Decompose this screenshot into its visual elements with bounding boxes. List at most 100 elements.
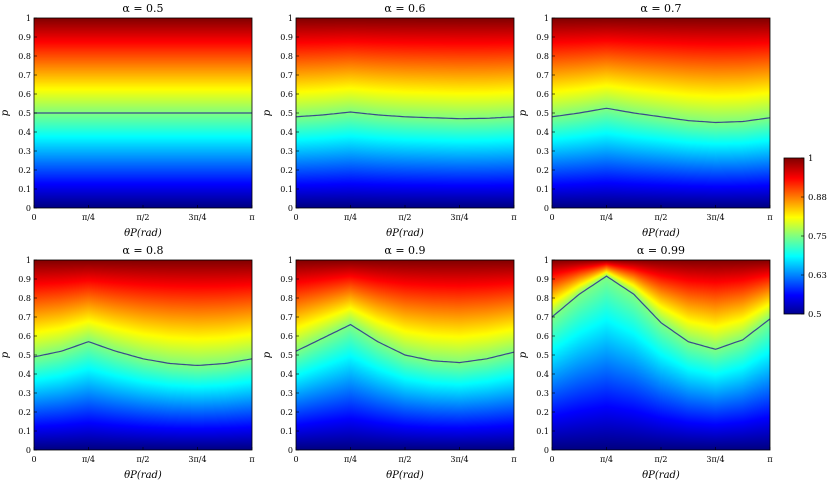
panel-title: α = 0.7 <box>640 2 681 15</box>
y-tick-label: 0.8 <box>18 294 31 303</box>
y-tick-label: 0.9 <box>18 33 31 42</box>
x-tick-label: π/4 <box>600 213 613 222</box>
y-tick-label: 0.2 <box>18 166 31 175</box>
y-tick-label: 0.6 <box>18 90 31 99</box>
y-tick-label: 0.9 <box>280 275 293 284</box>
x-tick-label: π/4 <box>82 213 95 222</box>
y-tick-label: 0.3 <box>18 147 31 156</box>
y-axis-label: p <box>518 351 529 358</box>
y-tick-label: 0.2 <box>280 408 293 417</box>
y-tick-label: 0.4 <box>536 370 549 379</box>
y-tick-label: 0.9 <box>18 275 31 284</box>
y-tick-label: 0.3 <box>280 389 293 398</box>
y-tick-label: 0.3 <box>536 147 549 156</box>
y-tick-label: 0.7 <box>536 71 549 80</box>
x-tick-label: π/2 <box>654 213 667 222</box>
x-tick-label: 3π/4 <box>188 455 206 464</box>
x-tick-label: π/2 <box>136 213 149 222</box>
x-tick-label: 3π/4 <box>450 213 468 222</box>
y-tick-label: 0.2 <box>536 408 549 417</box>
y-tick-label: 0.4 <box>280 128 293 137</box>
x-tick-label: 3π/4 <box>450 455 468 464</box>
y-tick-label: 0.9 <box>280 33 293 42</box>
x-tick-label: π/4 <box>344 213 357 222</box>
y-tick-label: 0.3 <box>18 389 31 398</box>
x-tick-label: π/4 <box>600 455 613 464</box>
x-tick-label: π/4 <box>82 455 95 464</box>
y-tick-label: 0.7 <box>18 313 31 322</box>
x-tick-label: 0 <box>549 213 554 222</box>
y-tick-label: 0.8 <box>280 294 293 303</box>
y-tick-label: 0.5 <box>280 351 293 360</box>
contour-line-panel-5 <box>295 323 515 364</box>
y-tick-label: 0.4 <box>280 370 293 379</box>
heatmap-panel-6 <box>552 260 770 450</box>
y-axis-label: p <box>262 351 273 358</box>
x-tick-label: 0 <box>31 213 36 222</box>
y-tick-label: 0.7 <box>18 71 31 80</box>
colorbar-tick-label: 0.5 <box>808 310 822 320</box>
y-tick-label: 0 <box>288 204 293 213</box>
y-tick-label: 0.9 <box>536 33 549 42</box>
x-tick-label: π/2 <box>136 455 149 464</box>
colorbar-tick-label: 1 <box>808 154 813 164</box>
x-tick-label: π <box>249 213 254 222</box>
panel-1: α = 0.5 0 0.1 0.2 0.3 0.4 0.5 0.6 0.7 0.8 0.9 1 0 π/4… <box>0 2 255 239</box>
x-tick-label: π/4 <box>344 455 357 464</box>
y-axis-label: p <box>518 109 529 116</box>
y-tick-label: 1 <box>26 256 31 265</box>
x-tick-label: 3π/4 <box>188 213 206 222</box>
panel-title: α = 0.99 <box>637 244 685 257</box>
x-tick-label: π <box>767 455 772 464</box>
y-tick-label: 0.2 <box>18 408 31 417</box>
panel-2: α = 0.6 0 0.1 0.2 0.3 0.4 0.5 0.6 0.7 0.8 0.9 1 0 π/4… <box>262 2 517 239</box>
y-tick-label: 1 <box>544 256 549 265</box>
y-tick-label: 0.6 <box>536 332 549 341</box>
x-tick-label: 3π/4 <box>706 455 724 464</box>
y-tick-label: 0.9 <box>536 275 549 284</box>
contour-line-panel-6 <box>551 275 771 350</box>
y-tick-label: 0.5 <box>18 351 31 360</box>
y-tick-label: 0.1 <box>280 185 293 194</box>
panel-6: α = 0.99 0 0.1 0.2 0.3 0.4 0.5 0.6 0.7 0.8 0.9 1 0 π/… <box>518 244 773 481</box>
x-tick-label: 0 <box>31 455 36 464</box>
panel-5: α = 0.9 0 0.1 0.2 0.3 0.4 0.5 0.6 0.7 0.8 0.9 1 0 π/4… <box>262 244 517 481</box>
x-axis-label: θP(rad) <box>386 228 424 239</box>
x-axis-label: θP(rad) <box>124 228 162 239</box>
heatmap-panel-4 <box>34 260 252 450</box>
y-tick-label: 0.8 <box>536 52 549 61</box>
y-tick-label: 0.5 <box>18 109 31 118</box>
y-tick-label: 0.4 <box>18 128 31 137</box>
y-axis-label: p <box>0 109 11 116</box>
y-tick-label: 0 <box>544 204 549 213</box>
y-tick-label: 0.1 <box>18 185 31 194</box>
y-tick-label: 0 <box>544 446 549 455</box>
y-tick-label: 0.1 <box>536 427 549 436</box>
y-tick-label: 0.8 <box>18 52 31 61</box>
y-tick-label: 0.7 <box>280 71 293 80</box>
y-tick-label: 1 <box>288 256 293 265</box>
panel-title: α = 0.8 <box>122 244 163 257</box>
x-tick-label: π <box>767 213 772 222</box>
y-tick-label: 0.5 <box>536 109 549 118</box>
x-axis-label: θP(rad) <box>124 470 162 481</box>
colorbar-tick-label: 0.63 <box>808 271 827 281</box>
x-tick-label: π <box>511 213 516 222</box>
colorbar: 0.5 0.63 0.75 0.88 1 <box>783 154 827 320</box>
panel-title: α = 0.9 <box>384 244 425 257</box>
y-tick-label: 0.7 <box>280 313 293 322</box>
y-tick-label: 0.4 <box>536 128 549 137</box>
x-tick-label: π/2 <box>654 455 667 464</box>
y-tick-label: 0.3 <box>536 389 549 398</box>
x-tick-label: π/2 <box>398 455 411 464</box>
y-tick-label: 0.6 <box>280 332 293 341</box>
x-tick-label: π <box>249 455 254 464</box>
heatmap-panel-2 <box>296 18 514 208</box>
x-tick-label: π <box>511 455 516 464</box>
y-tick-label: 0.4 <box>18 370 31 379</box>
y-tick-label: 0.8 <box>280 52 293 61</box>
y-tick-label: 1 <box>26 14 31 23</box>
x-axis-label: θP(rad) <box>642 470 680 481</box>
y-axis-label: p <box>262 109 273 116</box>
